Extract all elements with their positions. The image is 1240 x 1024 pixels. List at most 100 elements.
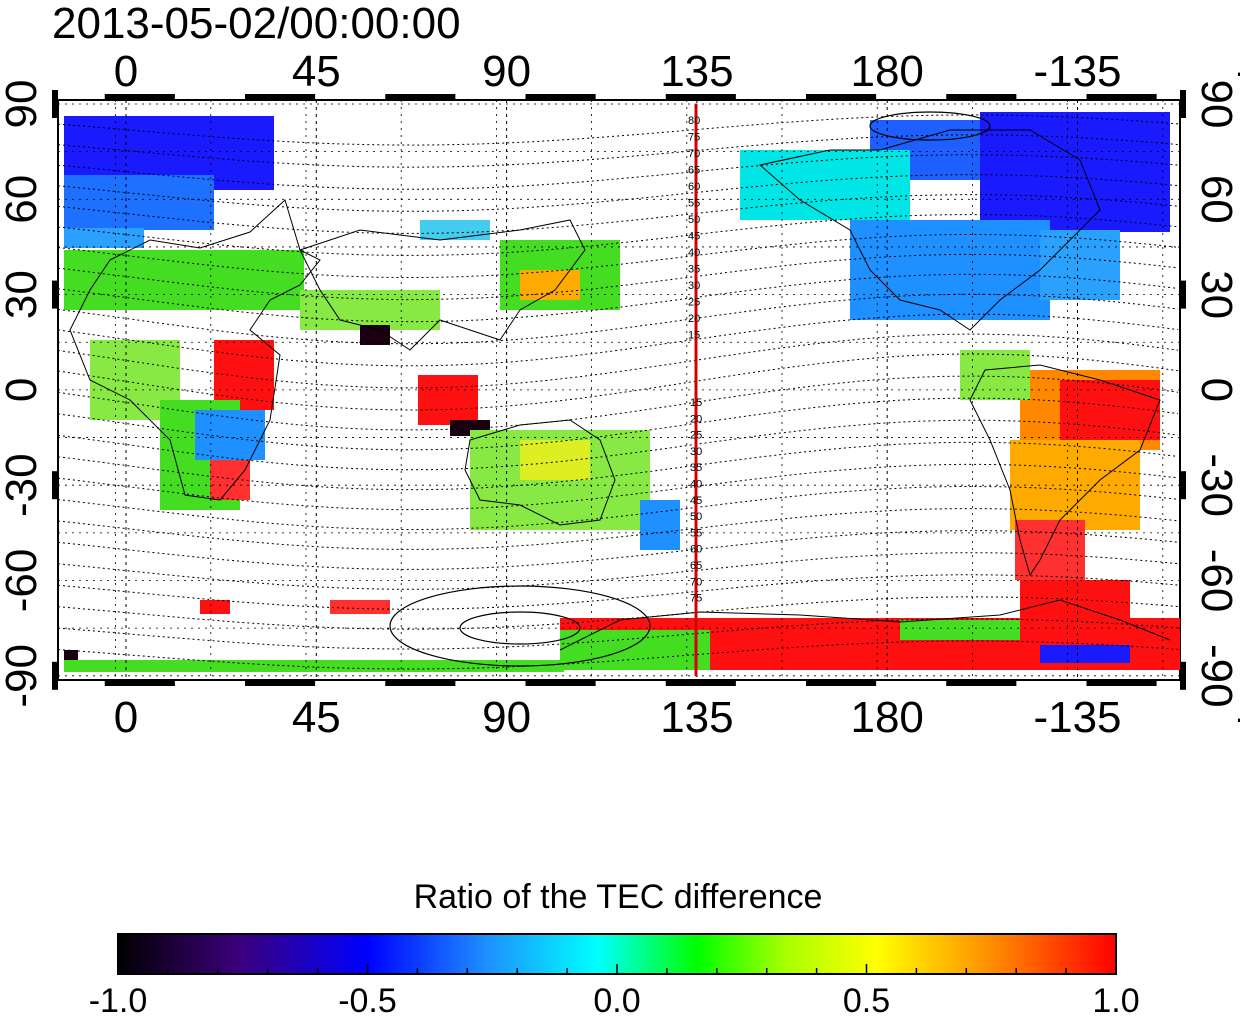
colorbar-ticks: -1.0 -0.5 0.0 0.5 1.0 <box>89 964 1140 1020</box>
top-tick-bar <box>665 94 736 100</box>
top-tick-bar <box>385 94 456 100</box>
left-tick-bar <box>52 90 58 118</box>
left-lat-label: 90 <box>0 80 46 129</box>
dip-label-north: 20 <box>688 313 700 325</box>
colorbar-tick-label: 1.0 <box>1092 982 1139 1020</box>
dip-contour-line <box>58 596 1179 630</box>
left-lat-label: 60 <box>0 175 46 224</box>
colorbar-tick-label: -1.0 <box>89 982 148 1020</box>
left-lat-label: 30 <box>0 270 46 319</box>
dip-contour-line <box>58 486 1179 530</box>
bottom-tick-bar <box>245 680 316 686</box>
dip-label-north: 25 <box>688 297 700 309</box>
dip-label-north: 60 <box>688 181 700 193</box>
right-lat-label: 0 <box>1192 378 1240 402</box>
dip-contour-line <box>58 234 1179 278</box>
dip-label-south: 35 <box>690 462 702 474</box>
left-tick-bar <box>52 661 58 690</box>
left-tick-bar <box>52 280 58 309</box>
coastlines <box>69 129 1171 651</box>
bottom-tick-bar <box>385 680 456 686</box>
lat-lon-grid <box>58 100 1180 680</box>
left-lat-label: -60 <box>0 549 46 613</box>
bottom-lon-label: -135 <box>1033 693 1121 742</box>
colorbar-tick-label: 0.0 <box>593 982 640 1020</box>
dip-label-north: 15 <box>688 330 700 342</box>
south-pole-contour <box>389 585 651 667</box>
top-lon-label: -135 <box>1033 47 1121 96</box>
bottom-tick-bar <box>946 680 1017 686</box>
dip-angle-labels: 80 75 70 65 60 55 50 45 40 35 30 25 20 15 15 20 25 30 35 40… <box>688 115 702 605</box>
dip-label-south: 30 <box>690 446 702 458</box>
dip-contour-line <box>58 214 1179 256</box>
dip-label-south: 65 <box>690 560 702 572</box>
dip-label-north: 35 <box>688 264 700 276</box>
map-panel: 80 75 70 65 60 55 50 45 40 35 30 25 20 15 15 20 25 30 35 40… <box>57 99 1181 681</box>
left-lat-label: 0 <box>0 378 46 402</box>
australia <box>470 430 680 550</box>
left-lat-label: -30 <box>0 453 46 517</box>
top-tick-bar <box>104 94 175 100</box>
north-pole-contour <box>869 111 991 141</box>
southeast-asia-positive <box>360 325 490 436</box>
dip-label-north: 65 <box>688 165 700 177</box>
dip-label-south: 70 <box>690 576 702 588</box>
dip-label-south: 75 <box>690 593 702 605</box>
dip-contour-line <box>58 174 1179 212</box>
dip-label-north: 80 <box>688 115 700 127</box>
dip-label-south: 15 <box>690 397 702 409</box>
dip-contour-line <box>58 552 1179 590</box>
dip-contour-line <box>58 508 1179 550</box>
right-lat-label: -60 <box>1192 549 1240 613</box>
timestamp-title: 2013-05-02/00:00:00 <box>52 0 461 48</box>
dip-label-south: 25 <box>690 430 702 442</box>
dip-label-north: 40 <box>688 247 700 259</box>
top-lon-label: 0 <box>114 47 138 96</box>
right-lat-label: 60 <box>1192 175 1240 224</box>
right-lat-label: 30 <box>1192 270 1240 319</box>
dip-label-north: 45 <box>688 231 700 243</box>
bottom-tick-bar <box>665 680 736 686</box>
bottom-lon-label: 180 <box>850 693 923 742</box>
top-lon-label: 45 <box>292 47 341 96</box>
bottom-lon-label: 135 <box>660 693 733 742</box>
left-latitude-ticks: 90 60 30 0 -30 -60 -90 <box>0 80 58 708</box>
dip-label-south: 50 <box>690 511 702 523</box>
dip-contour-line <box>58 640 1179 670</box>
dip-label-north: 30 <box>688 280 700 292</box>
top-lon-label: 90 <box>482 47 531 96</box>
right-latitude-ticks: 90 60 30 0 -30 -60 -90 <box>1180 80 1240 708</box>
right-lat-label: 90 <box>1192 80 1240 129</box>
south-pole-contour <box>459 611 581 645</box>
right-tick-bar <box>1180 661 1186 690</box>
dip-label-south: 40 <box>690 479 702 491</box>
colorbar-tick-label: -0.5 <box>338 982 397 1020</box>
bottom-lon-label: -90 <box>1236 693 1240 742</box>
colorbar-label: Ratio of the TEC difference <box>414 878 823 916</box>
top-lon-label: 180 <box>850 47 923 96</box>
magnetic-dip-contours <box>58 111 1179 670</box>
right-lat-label: -90 <box>1192 644 1240 708</box>
dip-contour-line <box>58 154 1179 190</box>
dip-contour-line <box>58 574 1179 610</box>
dip-label-south: 60 <box>690 544 702 556</box>
bottom-tick-bar <box>1086 680 1157 686</box>
right-tick-bar <box>1180 280 1186 309</box>
dip-contour-line <box>58 530 1179 570</box>
bottom-tick-bar <box>104 680 175 686</box>
left-lat-label: -90 <box>0 644 46 708</box>
dip-label-south: 45 <box>690 495 702 507</box>
colorbar-tick-label: 0.5 <box>843 982 890 1020</box>
dip-label-north: 70 <box>688 148 700 160</box>
right-tick-bar <box>1180 90 1186 118</box>
right-tick-bar <box>1180 471 1186 500</box>
bottom-tick-bar <box>525 680 596 686</box>
bottom-lon-label: 90 <box>482 693 531 742</box>
top-tick-bar <box>1086 94 1157 100</box>
top-tick-bar <box>946 94 1017 100</box>
top-lon-label: 135 <box>660 47 733 96</box>
left-tick-bar <box>52 471 58 500</box>
dip-contour-line <box>58 194 1179 234</box>
